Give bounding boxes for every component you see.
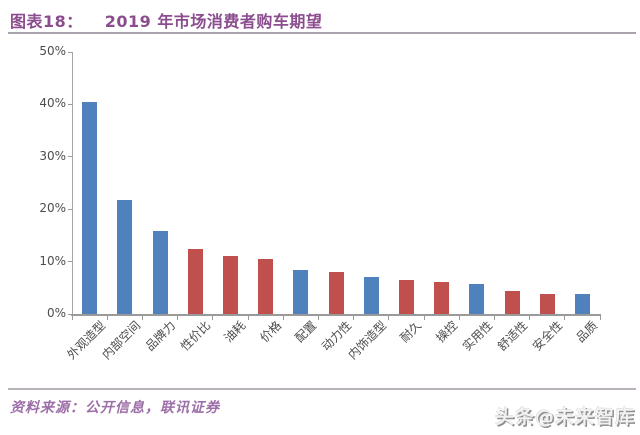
x-tick-label: 耐久 [397, 318, 425, 346]
x-tick-label: 性价比 [178, 318, 214, 354]
y-axis-tick [68, 261, 72, 263]
x-axis-tick [458, 316, 460, 320]
bar [398, 279, 414, 314]
bar [152, 230, 168, 314]
bar [293, 269, 309, 314]
y-axis-tick [68, 313, 72, 315]
bar [258, 258, 274, 314]
y-axis-tick [68, 156, 72, 158]
x-axis-tick [388, 316, 390, 320]
x-axis-tick [493, 316, 495, 320]
x-axis-tick [212, 316, 214, 320]
bar [82, 101, 98, 314]
y-axis-tick [68, 208, 72, 210]
x-axis-tick [423, 316, 425, 320]
x-axis-tick [564, 316, 566, 320]
x-axis-tick [529, 316, 531, 320]
header-divider [8, 32, 636, 34]
figure-number-label: 图表18： [10, 12, 83, 31]
x-tick-label: 配置 [292, 318, 320, 346]
source-note: 资料来源：公开信息，联讯证券 [10, 400, 220, 416]
y-tick-label: 50% [39, 44, 66, 58]
x-tick-label: 油耗 [221, 318, 249, 346]
x-tick-label: 外观造型 [63, 318, 108, 363]
y-tick-label: 10% [39, 253, 66, 268]
bar [222, 255, 238, 314]
y-tick-label: 40% [39, 96, 66, 111]
bar [434, 281, 450, 314]
bar [504, 290, 520, 314]
bar [328, 271, 344, 314]
x-tick-label: 安全性 [530, 318, 566, 354]
x-tick-label: 品质 [573, 318, 601, 346]
bar [469, 284, 485, 314]
x-tick-label: 实用性 [459, 318, 496, 354]
x-axis-tick [353, 316, 355, 320]
x-tick-label: 操控 [432, 318, 460, 346]
y-axis-tick [68, 51, 72, 53]
x-tick-label: 价格 [256, 318, 284, 346]
x-axis-tick [599, 316, 601, 320]
x-axis-tick [71, 316, 73, 320]
x-tick-label: 品牌力 [142, 318, 179, 354]
x-tick-label: 内饰造型 [345, 318, 390, 363]
x-axis-tick [106, 316, 108, 320]
x-axis-tick [282, 316, 284, 320]
x-axis [71, 314, 601, 316]
x-axis-tick [141, 316, 143, 320]
bar [539, 293, 555, 314]
bar [187, 249, 203, 314]
x-axis-tick [247, 316, 249, 320]
x-tick-label: 舒适性 [494, 318, 531, 354]
x-axis-tick [177, 316, 179, 320]
watermark: 头条@未来智库 [494, 406, 635, 428]
figure-title: 2019 年市场消费者购车期望 [104, 12, 323, 31]
figure-header: 图表18： 2019 年市场消费者购车期望 [10, 8, 630, 32]
x-axis-tick [317, 316, 319, 320]
y-tick-label: 20% [39, 201, 66, 216]
y-axis [72, 52, 73, 314]
bar [574, 293, 590, 314]
y-tick-label: 30% [39, 148, 66, 163]
y-tick-label: 0% [46, 306, 66, 320]
footer-divider [8, 388, 636, 390]
bar [363, 277, 379, 314]
y-axis-tick [68, 103, 72, 105]
bar [117, 199, 133, 314]
